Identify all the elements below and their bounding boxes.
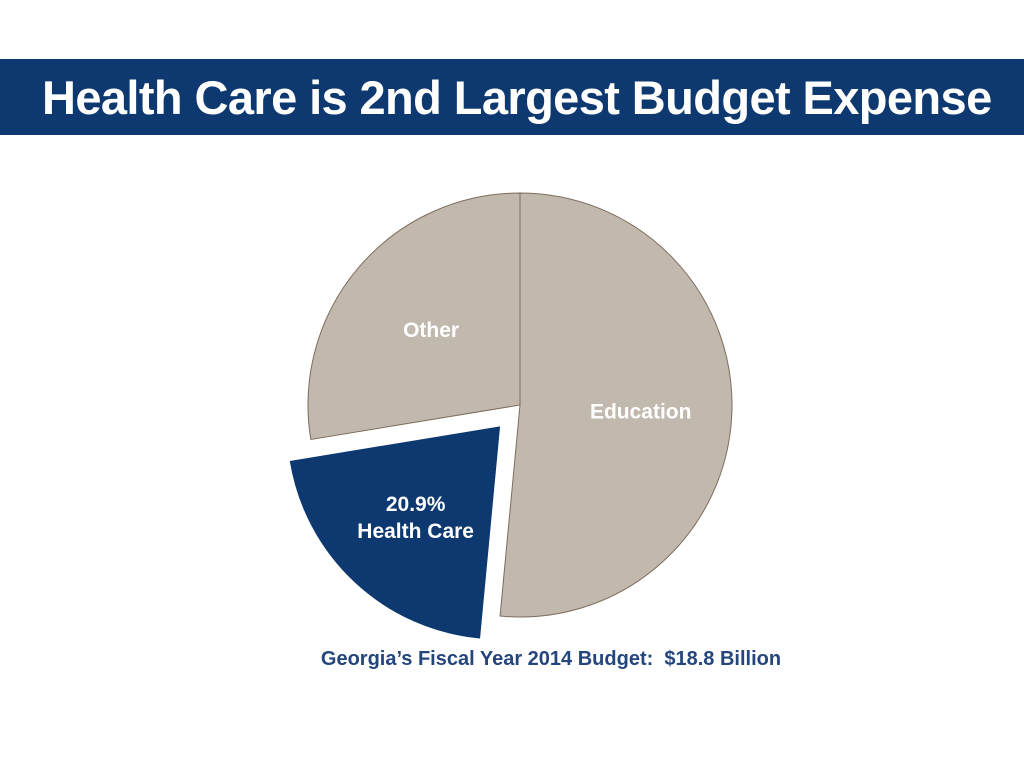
pie-slice-health-care (289, 426, 501, 639)
pie-slice-education (499, 192, 733, 618)
page-title: Health Care is 2nd Largest Budget Expens… (42, 71, 992, 124)
pie-label-education: Education (590, 400, 692, 423)
pie-label-other: Other (403, 319, 459, 342)
pie-label-line: Education (590, 400, 692, 423)
pie-label-line: Other (403, 319, 459, 342)
chart-caption: Georgia’s Fiscal Year 2014 Budget: $18.8… (320, 648, 782, 670)
pie-label-line: Health Care (357, 520, 474, 543)
pie-slice-other (307, 192, 521, 441)
pie-label-health-care: 20.9% Health Care (357, 493, 474, 543)
title-bar: Health Care is 2nd Largest Budget Expens… (0, 59, 1024, 135)
pie-label-line: 20.9% (386, 493, 446, 516)
